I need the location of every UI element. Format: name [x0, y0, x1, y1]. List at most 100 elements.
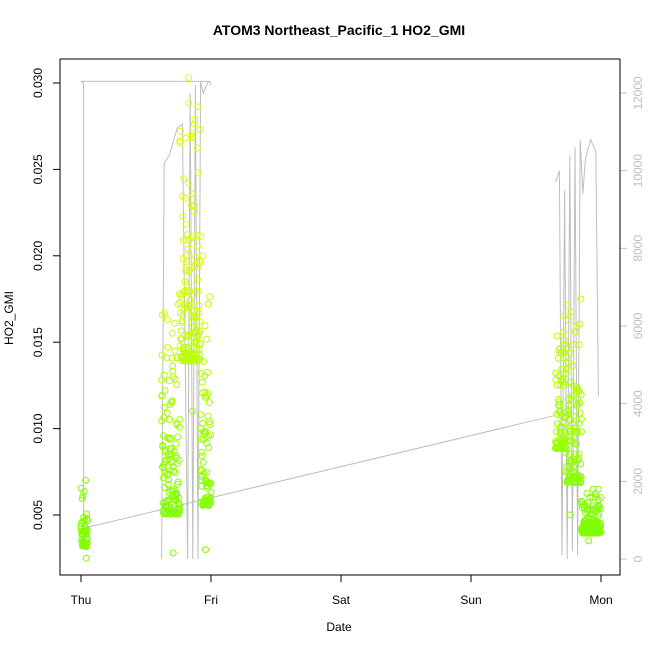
data-point — [555, 398, 563, 406]
data-point — [179, 212, 187, 220]
data-point — [185, 74, 193, 82]
data-point — [560, 382, 568, 389]
x-tick-label: Sat — [332, 593, 351, 607]
x-tick-label: Thu — [71, 593, 92, 607]
data-point — [196, 327, 204, 335]
data-point — [573, 428, 581, 436]
data-point — [164, 462, 172, 470]
data-point — [559, 378, 567, 386]
data-point — [184, 245, 192, 253]
data-point — [158, 417, 166, 425]
data-point — [83, 526, 91, 534]
data-point — [187, 201, 195, 209]
data-point — [178, 319, 186, 327]
altitude-line — [80, 80, 85, 528]
data-point — [206, 293, 214, 301]
data-point — [174, 300, 182, 308]
data-point — [185, 99, 193, 107]
data-point — [199, 419, 207, 427]
data-point — [552, 428, 560, 436]
data-point — [575, 419, 583, 427]
data-point — [200, 469, 208, 477]
data-point — [170, 447, 178, 455]
data-point — [160, 414, 167, 421]
y-tick-label: 0.020 — [31, 240, 45, 270]
data-point — [193, 276, 201, 283]
data-point — [562, 365, 570, 373]
data-point — [172, 440, 180, 448]
data-point — [82, 543, 90, 550]
data-point — [195, 350, 203, 358]
x-tick-label: Fri — [204, 593, 218, 607]
data-point — [585, 537, 593, 545]
y-tick-label: 0.015 — [31, 327, 45, 357]
data-point — [174, 433, 182, 441]
data-point — [166, 435, 173, 443]
data-point — [176, 415, 184, 423]
data-point — [79, 492, 87, 500]
data-point — [562, 449, 570, 457]
y-tick-label: 0.005 — [31, 500, 45, 530]
data-point — [203, 468, 211, 476]
data-point — [191, 120, 199, 128]
data-point — [207, 431, 215, 439]
data-point — [160, 371, 168, 379]
data-point — [166, 416, 174, 424]
altitude-line — [84, 414, 556, 529]
data-point — [204, 369, 212, 376]
data-point — [577, 391, 585, 399]
x-axis-label: Date — [326, 620, 352, 634]
data-point — [188, 407, 196, 415]
data-point — [564, 406, 572, 414]
plot-frame — [59, 58, 621, 576]
data-point — [204, 389, 212, 397]
data-point — [186, 266, 193, 274]
data-point — [171, 319, 179, 327]
altitude-series — [80, 80, 599, 560]
data-point — [198, 452, 206, 460]
data-point — [204, 412, 212, 420]
data-point — [206, 479, 214, 487]
data-point — [560, 336, 568, 344]
data-point — [199, 459, 207, 466]
data-point — [183, 303, 191, 311]
y-tick-label: 0.030 — [31, 68, 45, 98]
data-point — [199, 252, 207, 260]
data-point — [194, 288, 202, 295]
data-point — [163, 316, 171, 324]
data-point — [182, 134, 190, 142]
data-point — [168, 354, 176, 362]
y-axis-label: HO2_GMI — [2, 291, 16, 345]
data-point — [83, 510, 91, 518]
data-point — [577, 473, 585, 481]
data-point — [207, 488, 215, 496]
data-point — [196, 258, 204, 266]
data-point — [80, 488, 88, 496]
data-point — [82, 554, 90, 562]
data-point — [181, 194, 189, 202]
data-point — [181, 278, 189, 286]
data-point — [176, 423, 183, 431]
data-point — [177, 335, 185, 343]
data-point — [571, 450, 579, 458]
data-point — [169, 373, 177, 381]
data-point — [563, 444, 570, 452]
data-point — [192, 253, 200, 261]
data-point — [578, 428, 585, 436]
data-point — [174, 509, 182, 517]
data-point — [562, 301, 570, 309]
data-point — [168, 329, 176, 337]
y2-tick-label: 12000 — [631, 76, 645, 110]
data-point — [195, 309, 203, 317]
data-point — [183, 281, 191, 289]
data-point — [175, 508, 183, 516]
data-point — [188, 233, 196, 241]
data-point — [562, 369, 570, 377]
data-point — [188, 190, 196, 198]
data-point — [577, 478, 585, 486]
y2-tick-label: 0 — [631, 555, 645, 562]
data-point — [185, 179, 192, 187]
data-point — [199, 378, 206, 386]
data-point — [572, 424, 580, 432]
